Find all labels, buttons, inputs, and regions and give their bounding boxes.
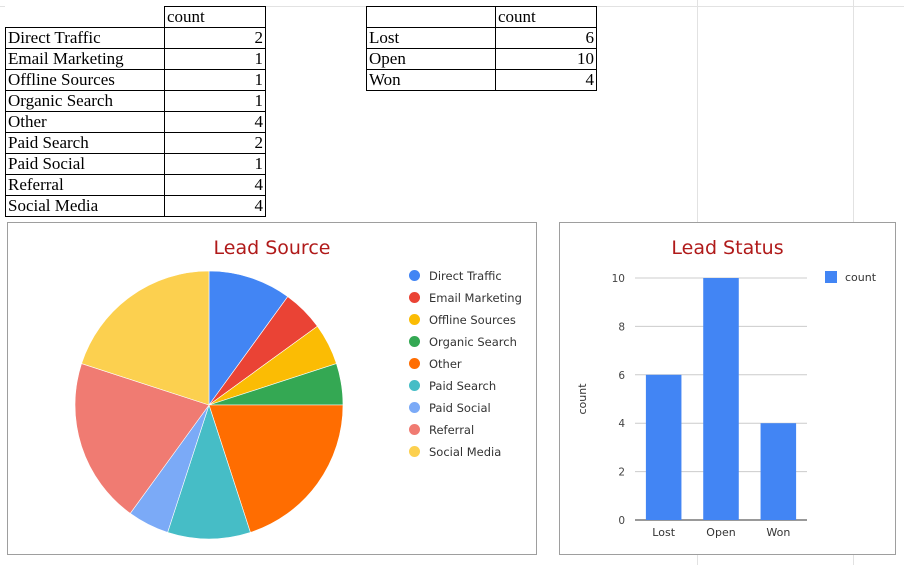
- table-cell-label[interactable]: Paid Social: [5, 153, 165, 175]
- table-cell-count[interactable]: 4: [164, 195, 266, 217]
- bar-lost[interactable]: [645, 374, 682, 520]
- table-cell-count[interactable]: 2: [164, 27, 266, 49]
- pie-chart-svg: [74, 270, 344, 540]
- lead-status-table: count Lost 6 Open 10 Won 4: [366, 6, 597, 91]
- table-cell-label[interactable]: Social Media: [5, 195, 165, 217]
- table-header-row: count: [366, 6, 597, 28]
- legend-marker: [409, 446, 420, 457]
- y-tick-label: 10: [612, 273, 625, 285]
- bar-open[interactable]: [703, 278, 739, 520]
- pie-slice-direct-traffic[interactable]: [208, 270, 289, 406]
- table-cell-count[interactable]: 4: [164, 111, 266, 133]
- table-cell-count[interactable]: 4: [495, 69, 597, 91]
- column-header-count[interactable]: count: [164, 6, 266, 28]
- table-cell-count[interactable]: 1: [164, 153, 266, 175]
- table-cell-label[interactable]: Other: [5, 111, 165, 133]
- y-tick-label: 8: [618, 321, 625, 333]
- x-tick-label: Lost: [652, 526, 675, 539]
- legend-marker: [409, 336, 420, 347]
- table-row: Direct Traffic 2: [5, 27, 266, 49]
- y-axis-label: count: [576, 383, 589, 415]
- legend-marker: [409, 358, 420, 369]
- table-cell-count[interactable]: 6: [495, 27, 597, 49]
- legend-label: Paid Search: [429, 379, 497, 393]
- table-cell-count[interactable]: 1: [164, 69, 266, 91]
- legend-label: Other: [429, 357, 462, 371]
- pie-slice-paid-search[interactable]: [167, 404, 251, 540]
- table-row: Paid Search 2: [5, 132, 266, 154]
- bar-won[interactable]: [760, 423, 797, 520]
- table-cell-label[interactable]: Referral: [5, 174, 165, 196]
- y-tick-label: 4: [618, 418, 625, 430]
- legend-marker: [409, 380, 420, 391]
- table-header-row: count: [5, 6, 266, 28]
- legend-label: Direct Traffic: [429, 269, 502, 283]
- column-header-count[interactable]: count: [495, 6, 597, 28]
- table-row: Open 10: [366, 48, 597, 70]
- table-cell-label[interactable]: Email Marketing: [5, 48, 165, 70]
- table-row: Lost 6: [366, 27, 597, 49]
- pie-slice-referral[interactable]: [74, 363, 210, 514]
- table-row: Organic Search 1: [5, 90, 266, 112]
- header-blank-cell[interactable]: [366, 6, 496, 28]
- legend-label: Social Media: [429, 445, 502, 459]
- y-tick-label: 2: [618, 467, 625, 479]
- table-cell-count[interactable]: 1: [164, 90, 266, 112]
- legend-label: Email Marketing: [429, 291, 522, 305]
- legend-marker: [825, 271, 837, 283]
- table-row: Referral 4: [5, 174, 266, 196]
- chart-title: Lead Status: [671, 237, 784, 259]
- legend-marker: [409, 292, 420, 303]
- legend-marker: [409, 314, 420, 325]
- pie-slice-other[interactable]: [208, 404, 344, 533]
- lead-source-chart[interactable]: Lead Source Direct Traffic Email Marketin…: [7, 222, 537, 555]
- legend-label: Offline Sources: [429, 313, 516, 327]
- lead-status-chart[interactable]: Lead Status 0 2 4 6 8 10 Lost Open Won count count: [559, 222, 896, 555]
- legend-label: Referral: [429, 423, 475, 437]
- lead-source-table: count Direct Traffic 2 Email Marketing 1 O…: [5, 6, 266, 217]
- table-cell-label[interactable]: Organic Search: [5, 90, 165, 112]
- table-row: Other 4: [5, 111, 266, 133]
- y-tick-label: 0: [618, 515, 625, 527]
- table-row: Won 4: [366, 69, 597, 91]
- chart-title: Lead Source: [213, 237, 331, 259]
- legend-label: Organic Search: [429, 335, 517, 349]
- table-row: Paid Social 1: [5, 153, 266, 175]
- table-row: Offline Sources 1: [5, 69, 266, 91]
- pie-slice-social-media[interactable]: [81, 270, 210, 406]
- table-row: Social Media 4: [5, 195, 266, 217]
- table-cell-label[interactable]: Lost: [366, 27, 496, 49]
- legend-label[interactable]: count: [845, 271, 877, 284]
- table-cell-label[interactable]: Direct Traffic: [5, 27, 165, 49]
- table-cell-count[interactable]: 4: [164, 174, 266, 196]
- table-cell-count[interactable]: 1: [164, 48, 266, 70]
- table-row: Email Marketing 1: [5, 48, 266, 70]
- table-cell-count[interactable]: 10: [495, 48, 597, 70]
- legend-marker: [409, 402, 420, 413]
- header-blank-cell[interactable]: [5, 6, 165, 28]
- y-tick-label: 6: [618, 370, 625, 382]
- table-cell-label[interactable]: Open: [366, 48, 496, 70]
- legend-marker: [409, 424, 420, 435]
- table-cell-label[interactable]: Won: [366, 69, 496, 91]
- x-tick-label: Open: [706, 526, 735, 539]
- legend-marker: [409, 270, 420, 281]
- table-cell-count[interactable]: 2: [164, 132, 266, 154]
- table-cell-label[interactable]: Offline Sources: [5, 69, 165, 91]
- legend-label: Paid Social: [429, 401, 491, 415]
- bar-chart-svg: 0 2 4 6 8 10 Lost Open Won count count: [576, 271, 877, 539]
- table-cell-label[interactable]: Paid Search: [5, 132, 165, 154]
- x-tick-label: Won: [766, 526, 790, 539]
